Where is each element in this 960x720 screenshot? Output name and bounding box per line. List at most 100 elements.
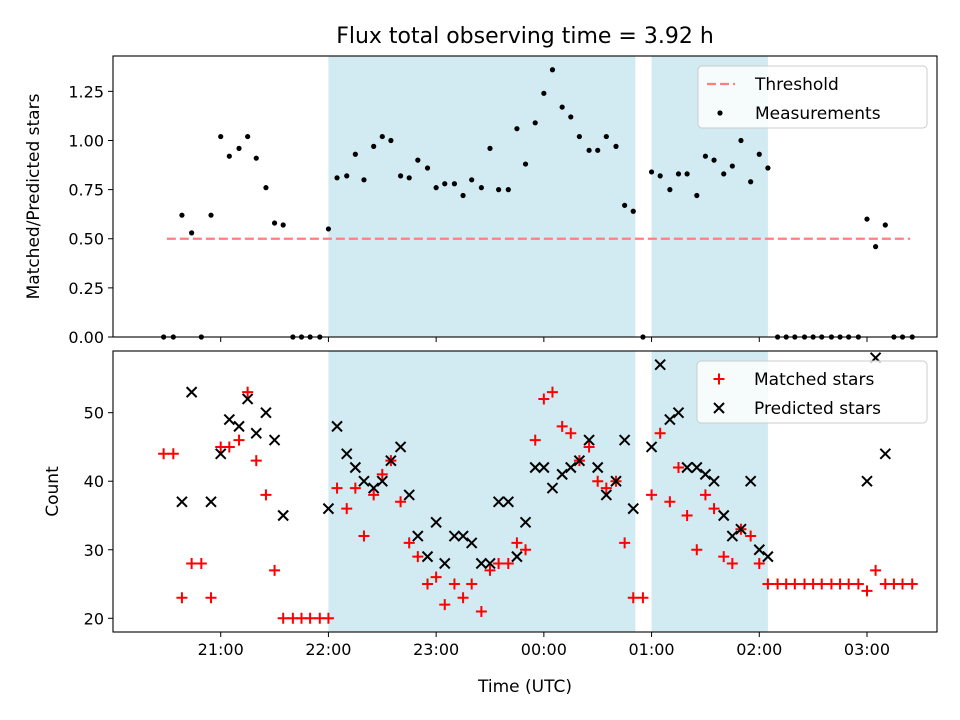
measurement-point (236, 145, 242, 151)
predicted-point (475, 557, 488, 570)
predicted-point (205, 496, 217, 508)
measurement-point (873, 244, 879, 250)
predicted-point (681, 461, 693, 474)
predicted-point (573, 454, 586, 467)
y-tick-label: 30 (84, 541, 104, 560)
matched-point (762, 578, 774, 590)
y-tick-label: 50 (84, 404, 104, 423)
matched-point (349, 482, 361, 494)
matched-point (304, 612, 316, 624)
matched-point (242, 386, 254, 398)
measurement-point (406, 175, 412, 181)
measurement-point (630, 208, 636, 214)
measurement-point (514, 126, 520, 132)
x-tick-label: 21:00 (198, 640, 244, 659)
predicted-point (502, 496, 515, 508)
measurement-point (271, 220, 278, 226)
y-tick-label: 20 (84, 609, 104, 628)
predicted-point (600, 489, 613, 501)
x-tick-label: 03:00 (844, 640, 890, 659)
predicted-point (322, 502, 335, 515)
observing-span-0 (328, 351, 636, 632)
matched-point (654, 427, 666, 439)
measurement-point (451, 181, 458, 187)
matched-point (277, 612, 289, 624)
matched-point (816, 578, 828, 590)
predicted-point (627, 502, 639, 515)
matched-point (511, 537, 523, 549)
y-tick-label: 0.25 (68, 279, 104, 298)
measurement-point (613, 143, 619, 149)
measurement-point (442, 181, 448, 187)
measurement-point (344, 173, 350, 179)
predicted-point (664, 413, 676, 426)
matched-point (223, 441, 235, 453)
measurement-point (559, 104, 565, 110)
matched-point (403, 537, 415, 549)
axes-frame (112, 55, 938, 338)
predicted-point (735, 523, 747, 535)
predicted-point (457, 530, 469, 542)
legend-measurement-swatch (717, 110, 723, 116)
measurement-point (864, 216, 870, 222)
predicted-point (412, 530, 424, 542)
predicted-point (277, 509, 289, 522)
predicted-point (618, 434, 631, 446)
measurement-point (657, 173, 663, 179)
measurement-point (218, 133, 224, 140)
matched-point (158, 448, 170, 460)
predicted-point (331, 420, 343, 433)
legend-predicted-swatch (713, 402, 725, 414)
predicted-point (492, 496, 505, 508)
matched-point (843, 578, 855, 590)
legend-box (696, 360, 928, 424)
measurement-point (684, 171, 690, 177)
matched-point (448, 578, 460, 590)
matched-point (529, 434, 541, 446)
matched-point (861, 585, 873, 597)
predicted-point (726, 530, 739, 542)
matched-point (681, 509, 693, 521)
measurement-point (648, 169, 655, 175)
predicted-point (583, 434, 595, 446)
predicted-point (654, 358, 666, 371)
matched-point (466, 578, 478, 590)
matched-point (870, 564, 882, 576)
matched-point (546, 386, 558, 398)
predicted-point (260, 406, 272, 419)
predicted-point (672, 406, 685, 419)
matched-point (726, 557, 738, 569)
predicted-point (241, 393, 254, 405)
predicted-point (610, 475, 622, 487)
x-tick-label: 01:00 (629, 640, 675, 659)
predicted-point (565, 461, 577, 474)
predicted-point (385, 454, 397, 467)
matched-point (233, 434, 245, 446)
measurement-point (334, 175, 340, 181)
y-axis-label: Count (43, 466, 63, 517)
legend-label: Predicted stars (754, 399, 881, 419)
predicted-point (519, 516, 532, 529)
measurement-point (415, 157, 421, 163)
matched-point (627, 592, 639, 604)
legend-label: Measurements (755, 104, 881, 124)
predicted-point (591, 461, 604, 474)
matched-point (592, 475, 604, 487)
matched-point (358, 530, 370, 542)
matched-point (600, 482, 612, 494)
x-axis-label: Time (UTC) (477, 677, 572, 697)
y-axis-label: Matched/Predicted stars (24, 93, 44, 299)
measurement-point (424, 165, 431, 171)
matched-point (565, 427, 577, 439)
predicted-point (448, 530, 461, 542)
predicted-point (753, 544, 765, 556)
measurement-point (371, 143, 377, 149)
measurement-point (568, 114, 574, 120)
matched-point (186, 557, 198, 569)
measurement-point (711, 157, 717, 163)
matched-point (250, 455, 262, 467)
legend-matched-swatch (713, 373, 725, 385)
measurement-point (738, 137, 744, 144)
matched-point (412, 551, 424, 563)
matched-point (906, 578, 918, 590)
